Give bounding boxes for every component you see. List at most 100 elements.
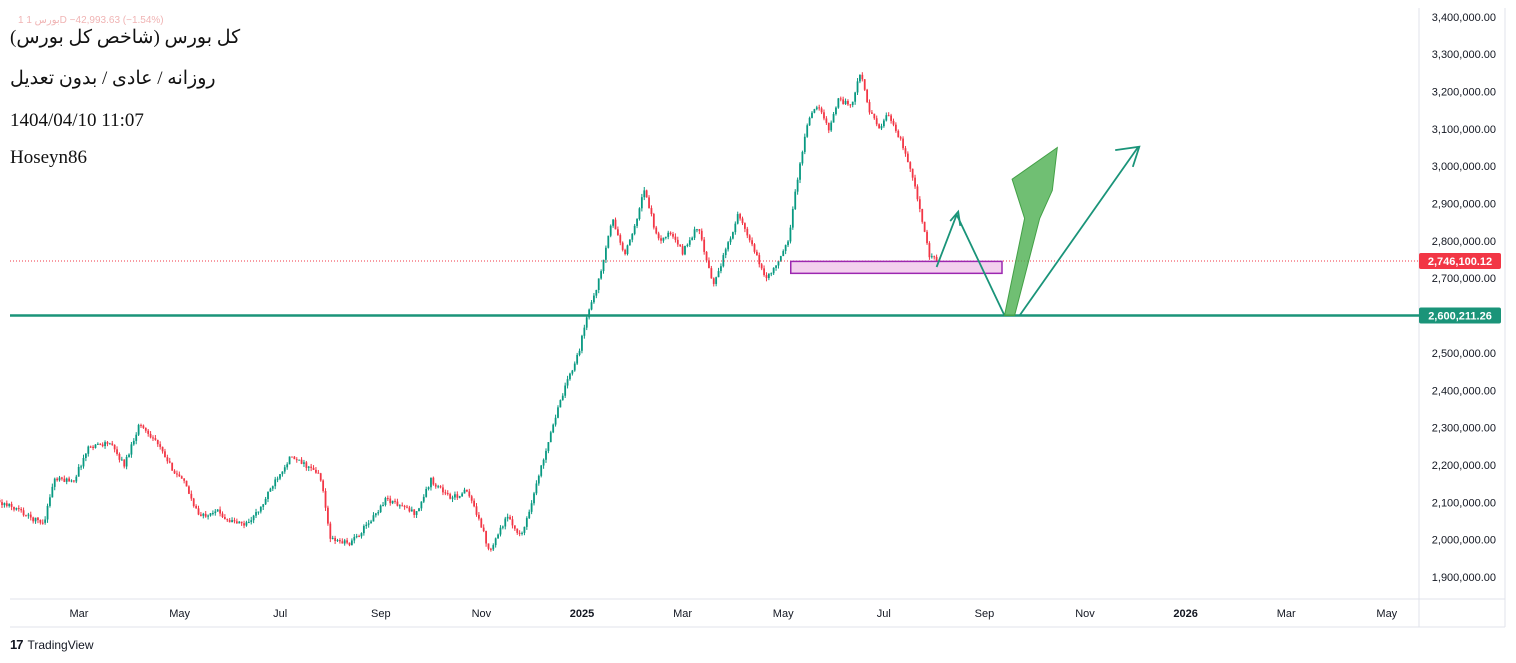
candle-body (645, 190, 648, 198)
candle-body (751, 240, 753, 245)
candle-body (600, 271, 603, 279)
candle-body (504, 518, 507, 527)
candle-body (882, 120, 885, 127)
candle-body (549, 432, 552, 443)
candle-body (365, 524, 368, 527)
candle-body (17, 508, 20, 510)
candle-body (209, 513, 212, 516)
candle-body (41, 522, 44, 524)
candle-body (823, 112, 825, 119)
candle-body (418, 508, 420, 512)
candle-body (849, 104, 852, 106)
candle-body (698, 229, 701, 231)
candle-body (674, 236, 677, 240)
candle-body (46, 505, 49, 520)
candle-body (830, 122, 833, 131)
candle-body (499, 527, 502, 535)
candle-body (839, 98, 842, 100)
candle-body (523, 526, 526, 533)
candle-body (202, 513, 205, 516)
candle-body (152, 437, 154, 439)
drawing-annotations[interactable] (10, 145, 1419, 317)
chart-frame (10, 8, 1506, 628)
candle-body (180, 476, 183, 479)
price-axis[interactable]: 3,400,000.00 3,300,000.00 3,200,000.00 3,10… (1419, 12, 1501, 584)
x-tick-label: May (773, 608, 794, 620)
candle-body (44, 519, 47, 523)
candle-body (859, 74, 861, 82)
candle-body (686, 244, 689, 247)
candle-body (559, 400, 562, 408)
candle-body (609, 225, 612, 236)
candle-body (890, 115, 892, 121)
candle-body (628, 239, 631, 246)
candle-body (1, 502, 3, 506)
candle-body (276, 478, 279, 480)
candle-body (322, 480, 325, 491)
candle-body (736, 214, 739, 224)
candle-body (430, 477, 432, 488)
candle-body (624, 249, 626, 254)
candle-body (415, 511, 418, 515)
candle-body (569, 373, 571, 380)
x-tick-label: May (1376, 608, 1397, 620)
candle-body (317, 472, 320, 474)
candle-body (247, 522, 250, 524)
candle-body (789, 227, 792, 242)
candle-body (760, 264, 763, 269)
candle-body (887, 115, 890, 117)
candle-body (856, 81, 859, 93)
candle-body (250, 520, 253, 523)
candle-body (135, 434, 138, 441)
candle-body (156, 439, 159, 445)
candle-body (87, 446, 90, 454)
candle-body (667, 232, 670, 237)
x-tick-label: Nov (1075, 608, 1095, 620)
candle-body (525, 518, 528, 527)
candle-body (211, 513, 214, 515)
candle-body (298, 459, 301, 461)
candle-body (226, 519, 229, 521)
chart-author: Hoseyn86 (10, 147, 88, 168)
target-arrow-line[interactable] (1018, 146, 1139, 317)
candle-body (132, 440, 135, 445)
candle-body (200, 514, 202, 516)
candle-body (166, 457, 169, 462)
candle-body (590, 302, 593, 310)
candle-body (578, 350, 581, 355)
candle-body (921, 208, 924, 222)
candle-body (595, 289, 598, 296)
candle-body (75, 476, 78, 482)
candle-body (696, 229, 698, 231)
tradingview-brand[interactable]: 17 TradingView (10, 637, 94, 652)
current-price-badge[interactable] (1419, 252, 1501, 269)
candle-body (188, 486, 190, 494)
candle-body (468, 491, 471, 497)
candle-body (597, 278, 600, 290)
candle-body (327, 507, 329, 524)
candle-body (875, 118, 878, 125)
candle-body (513, 525, 516, 529)
candle-body (128, 454, 130, 457)
candle-body (708, 260, 710, 269)
candle-body (70, 480, 73, 482)
candle-body (142, 425, 145, 428)
candle-body (120, 459, 123, 461)
candle-body (619, 235, 622, 243)
demand-zone-rect[interactable] (789, 260, 1003, 275)
candle-body (8, 503, 11, 506)
candle-body (758, 255, 761, 265)
y-tick-label: 3,400,000.00 (1432, 12, 1496, 24)
candle-body (346, 540, 348, 543)
candle-body (557, 407, 559, 418)
support-price-badge[interactable] (1419, 307, 1501, 324)
big-green-arrow[interactable] (1003, 146, 1058, 316)
candle-body (58, 477, 61, 481)
candle-body (672, 233, 674, 237)
candle-body (818, 107, 821, 109)
y-tick-label: 2,000,000.00 (1432, 535, 1496, 547)
y-tick-label: 2,500,000.00 (1432, 348, 1496, 360)
candle-body (691, 237, 694, 241)
time-axis[interactable]: Mar May Jul Sep Nov 2025 Mar May Jul Sep Nov 2026 Ma… (70, 608, 1398, 620)
